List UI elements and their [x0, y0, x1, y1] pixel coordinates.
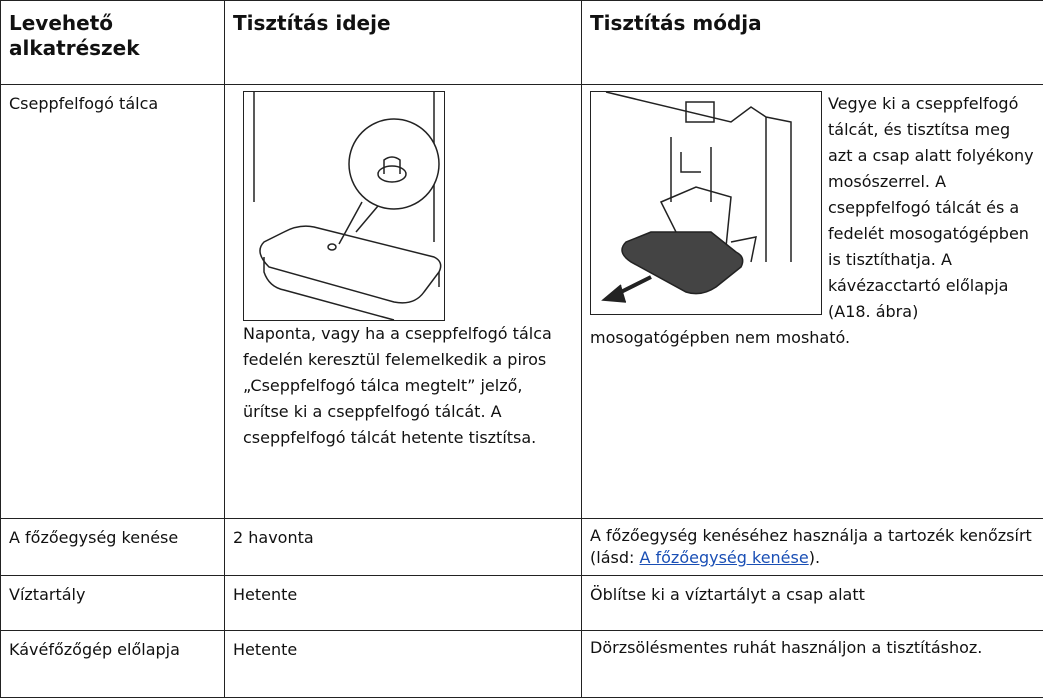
cell-text: A főzőegység kenéséhez használja a tarto… — [590, 526, 1032, 567]
cell: A főzőegység kenése — [0, 518, 225, 576]
cell: Hetente — [224, 575, 582, 631]
header-cell: Tisztítás módja — [581, 0, 1043, 85]
cell: Öblítse ki a víztartályt a csap alatt — [581, 575, 1043, 631]
header-row: Levehető alkatrészek Tisztítás ideje Tis… — [0, 0, 1043, 85]
cell-text: 2 havonta — [233, 528, 314, 547]
remove-tray-illustration — [590, 91, 822, 315]
drip-tray-illustration — [243, 91, 445, 321]
row: A főzőegység kenése 2 havonta A főzőegys… — [0, 518, 1043, 576]
header-cell: Levehető alkatrészek — [0, 0, 225, 85]
cell: Naponta, vagy ha a cseppfelfogó tálca fe… — [224, 84, 582, 519]
row: Kávéfőzőgép előlapja Hetente Dörzsölésme… — [0, 630, 1043, 698]
cell-text: Naponta, vagy ha a cseppfelfogó tálca fe… — [243, 324, 552, 447]
cell-text: Dörzsölésmentes ruhát használjon a tiszt… — [590, 638, 983, 657]
cell-text: Öblítse ki a víztartályt a csap alatt — [590, 585, 865, 604]
row: Cseppfelfogó tálca Naponta, vagy ha a cs… — [0, 84, 1043, 519]
cell-text: Víztartály — [9, 585, 86, 604]
cell-text: Kávéfőzőgép előlapja — [9, 640, 180, 659]
cell-text: Hetente — [233, 640, 298, 659]
cell: 2 havonta — [224, 518, 582, 576]
cell: A főzőegység kenéséhez használja a tarto… — [581, 518, 1043, 576]
cell-text: Cseppfelfogó tálca — [9, 94, 159, 113]
cell: Vegye ki a cseppfelfogó tálcát, és tiszt… — [581, 84, 1043, 519]
link[interactable]: A főzőegység kenése — [639, 548, 809, 567]
cell-text: A főzőegység kenése — [9, 528, 179, 547]
cell-text: Vegye ki a cseppfelfogó tálcát, és tiszt… — [590, 94, 1034, 347]
cell-text: ). — [808, 548, 821, 567]
cell: Víztartály — [0, 575, 225, 631]
row: Víztartály Hetente Öblítse ki a víztartá… — [0, 575, 1043, 631]
cell-text: Hetente — [233, 585, 298, 604]
header-cell: Tisztítás ideje — [224, 0, 582, 85]
cell: Hetente — [224, 630, 582, 698]
cell: Cseppfelfogó tálca — [0, 84, 225, 519]
cell: Dörzsölésmentes ruhát használjon a tiszt… — [581, 630, 1043, 698]
cell: Kávéfőzőgép előlapja — [0, 630, 225, 698]
